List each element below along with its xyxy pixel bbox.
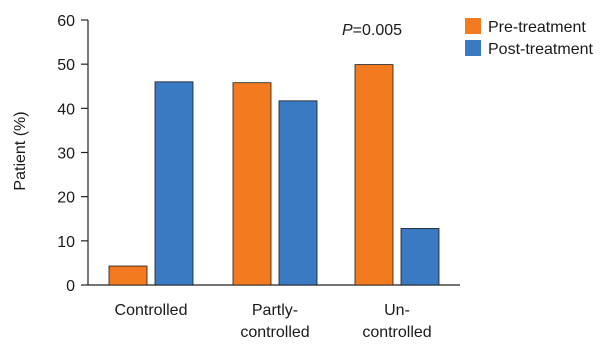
- bar-pre-treatment-1: [232, 82, 272, 286]
- legend-label: Post-treatment: [488, 41, 593, 58]
- bar-pre-treatment-2: [354, 64, 394, 286]
- y-tick-label: 50: [57, 57, 75, 74]
- y-tick-label: 20: [57, 190, 75, 207]
- bars: [108, 64, 440, 286]
- bar-pre-treatment-0: [108, 265, 148, 286]
- y-tick-label: 40: [57, 101, 75, 118]
- p-value-text: =0.005: [353, 22, 402, 39]
- bar-post-treatment-0: [154, 81, 194, 286]
- x-category-label: Un-controlled: [362, 302, 431, 341]
- legend-label: Pre-treatment: [488, 19, 586, 36]
- bar-post-treatment-2: [400, 228, 440, 286]
- y-axis-title: Patient (%): [12, 111, 29, 190]
- p-value-annotation: P=0.005: [342, 22, 402, 39]
- p-value-symbol: P: [342, 22, 353, 39]
- y-tick-label: 0: [66, 278, 75, 295]
- legend-swatch: [465, 40, 481, 56]
- legend-swatch: [465, 18, 481, 34]
- y-ticks: 0 10 20 30 40 50 60: [57, 13, 88, 295]
- legend: Pre-treatment Post-treatment: [465, 18, 593, 58]
- x-category-label: Controlled: [115, 302, 188, 319]
- bar-post-treatment-1: [278, 100, 318, 286]
- y-tick-label: 60: [57, 13, 75, 30]
- y-tick-label: 10: [57, 234, 75, 251]
- x-category-labels: Controlled Partly-controlled Un-controlled: [115, 302, 432, 341]
- x-category-label: Partly-controlled: [240, 302, 309, 341]
- y-tick-label: 30: [57, 146, 75, 163]
